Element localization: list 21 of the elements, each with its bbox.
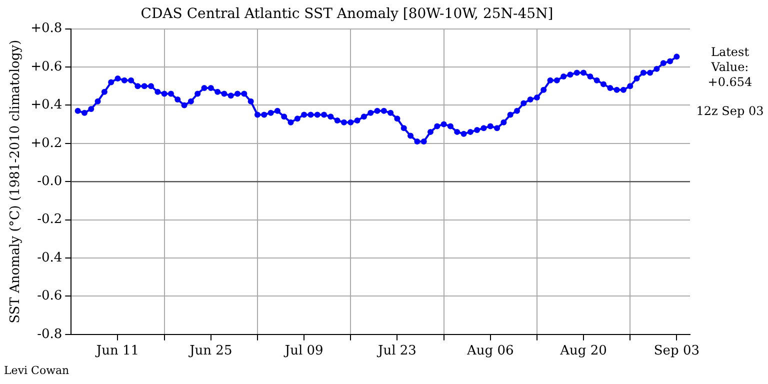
x-tick-label: Jul 23 xyxy=(376,344,416,359)
y-tick-label: -0.2 xyxy=(37,212,62,228)
y-tick-label: -0.6 xyxy=(37,288,62,304)
text: Latest Value: +0.654 xyxy=(706,45,754,90)
text: Levi Cowan xyxy=(4,363,70,378)
x-tick-label: Aug 06 xyxy=(466,344,514,359)
x-tick-label: Jun 11 xyxy=(94,344,140,359)
chart-title: CDAS Central Atlantic SST Anomaly [80W-10W, 25N-45N] xyxy=(140,6,554,22)
y-tick-label: -0.0 xyxy=(37,174,62,189)
y-tick-label: +0.4 xyxy=(30,98,62,113)
y-tick-label: -0.4 xyxy=(37,250,62,266)
x-tick-label: Sep 03 xyxy=(654,344,700,359)
y-axis-title: SST Anomaly (°C) (1981-2010 climatology) xyxy=(8,40,24,324)
text: 12z Sep 03 xyxy=(695,104,765,119)
x-tick-label: Jul 09 xyxy=(282,344,324,359)
y-tick-label: -0.8 xyxy=(37,326,62,342)
y-tick-label: +0.6 xyxy=(30,59,62,74)
x-tick-label: Aug 20 xyxy=(559,344,607,359)
y-tick-label: +0.8 xyxy=(30,21,62,36)
x-tick-label: Jun 25 xyxy=(188,344,232,359)
y-tick-label: +0.2 xyxy=(30,136,62,151)
